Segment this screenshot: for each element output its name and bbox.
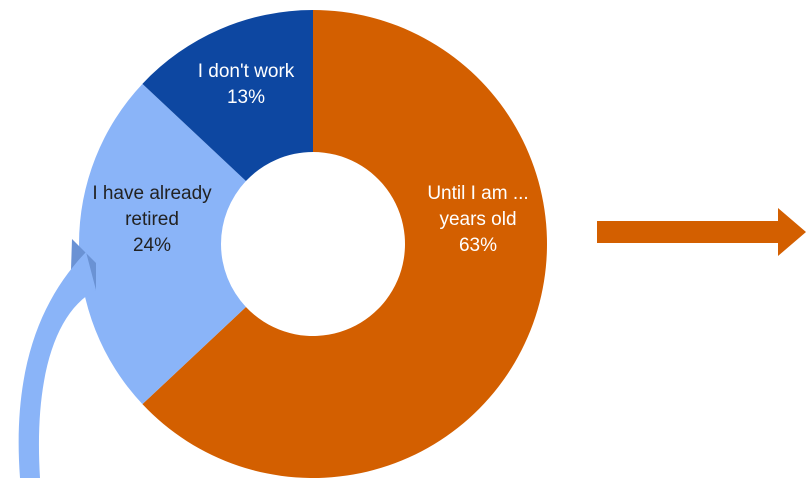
pie-slice — [142, 10, 548, 478]
curved-arrow-icon — [18, 252, 96, 478]
pie-slice — [142, 10, 313, 182]
slice-category-label: Until I am ... — [427, 183, 528, 204]
slice-category-label: years old — [439, 209, 516, 230]
donut-slices — [78, 10, 548, 478]
pie-slice — [78, 83, 246, 405]
slice-value-label: 63% — [459, 235, 497, 256]
right-arrow-icon — [597, 208, 806, 256]
slice-category-label: retired — [125, 209, 179, 230]
slice-category-label: I don't work — [198, 61, 295, 82]
slice-category-label: I have already — [92, 183, 212, 204]
slice-value-label: 24% — [133, 235, 171, 256]
slice-labels: Until I am ... years old 63% I have already… — [92, 61, 528, 256]
slice-value-label: 13% — [227, 87, 265, 108]
